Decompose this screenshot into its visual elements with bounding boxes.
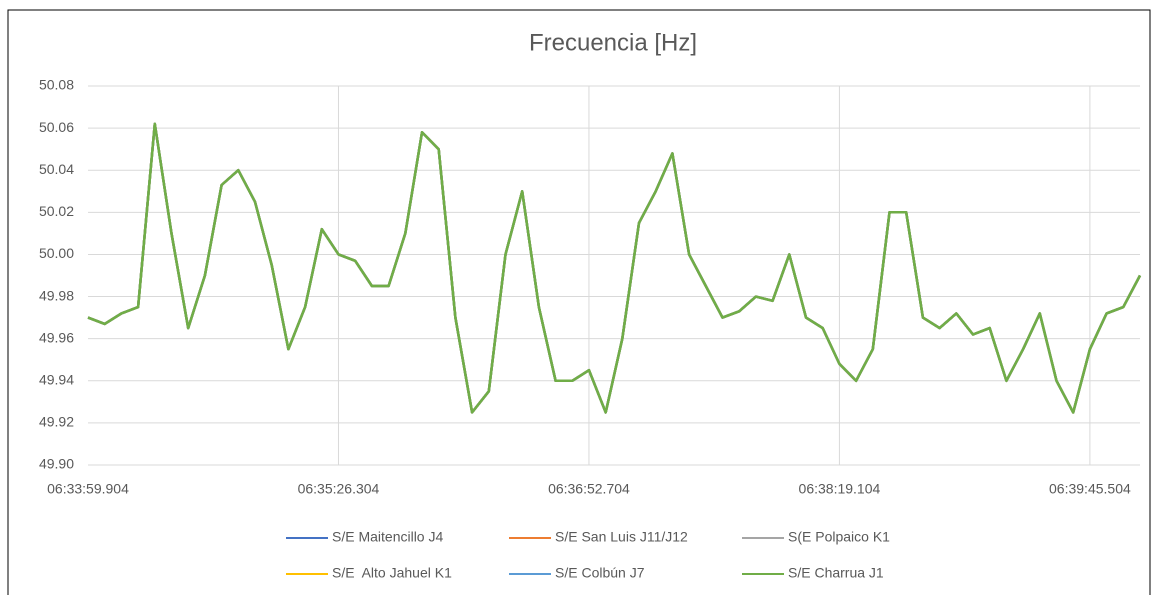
x-tick-label: 06:35:26.304	[298, 481, 380, 497]
y-tick-label: 49.98	[39, 287, 74, 303]
legend-label: S(E Polpaico K1	[788, 529, 890, 545]
y-tick-label: 50.00	[39, 245, 74, 261]
y-tick-label: 49.94	[39, 371, 74, 387]
x-tick-label: 06:36:52.704	[548, 481, 630, 497]
y-tick-label: 50.04	[39, 161, 74, 177]
y-tick-label: 49.92	[39, 414, 74, 430]
legend-label: S/E Colbún J7	[555, 565, 645, 581]
legend-label: S/E Maitencillo J4	[332, 529, 443, 545]
y-tick-label: 50.02	[39, 203, 74, 219]
y-tick-label: 50.08	[39, 77, 74, 93]
legend-label: S/E Alto Jahuel K1	[332, 565, 452, 581]
legend-label: S/E Charrua J1	[788, 565, 884, 581]
x-tick-label: 06:39:45.504	[1049, 481, 1131, 497]
x-tick-label: 06:33:59.904	[47, 481, 129, 497]
legend-label: S/E San Luis J11/J12	[555, 529, 688, 545]
chart-title: Frecuencia [Hz]	[529, 29, 697, 56]
series-line	[87, 122, 1142, 414]
y-tick-label: 49.90	[39, 456, 74, 472]
chart-frame	[7, 9, 1151, 595]
y-tick-label: 50.06	[39, 119, 74, 135]
y-tick-label: 49.96	[39, 329, 74, 345]
x-tick-label: 06:38:19.104	[799, 481, 881, 497]
